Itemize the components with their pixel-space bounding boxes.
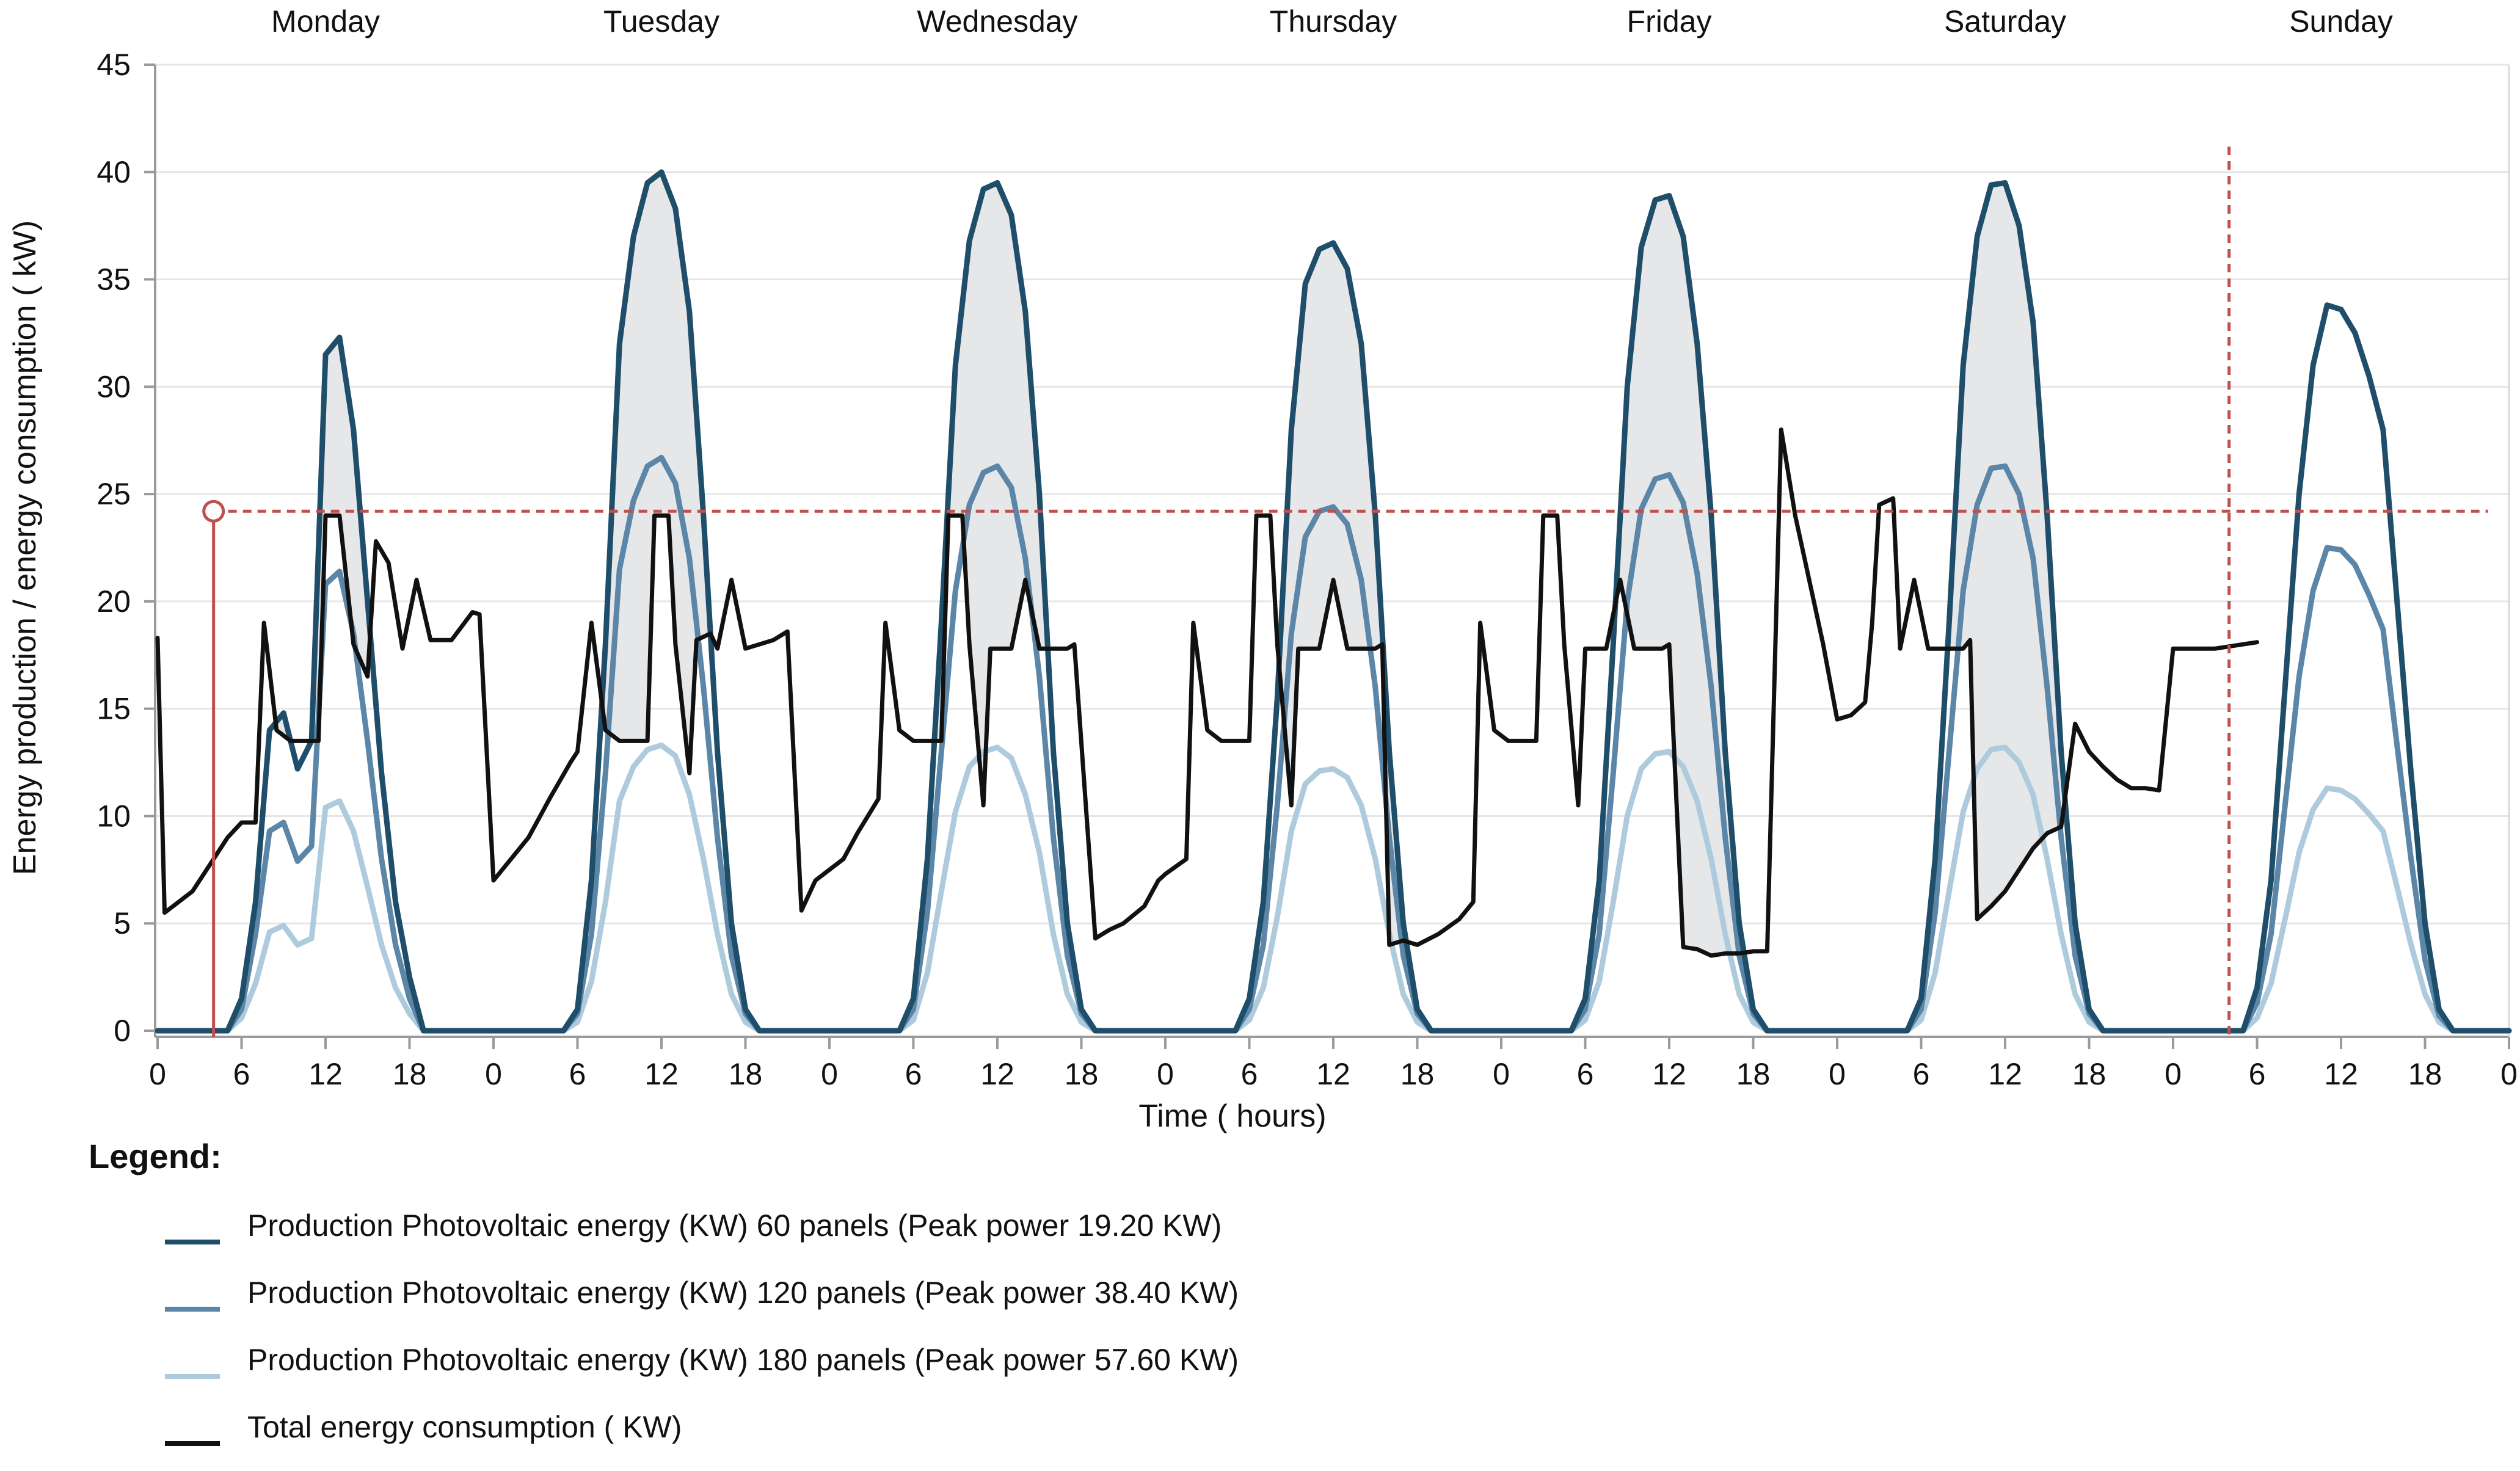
surplus-area: [1615, 195, 1744, 956]
y-tick-label-25: 25: [97, 477, 131, 511]
x-tick-label: 18: [1736, 1057, 1771, 1091]
series-line-2: [155, 742, 2512, 1034]
day-label-monday: Monday: [271, 4, 380, 38]
series-line-3: [155, 427, 2259, 958]
x-tick-label: 18: [2408, 1057, 2442, 1091]
x-tick-label: 0: [2165, 1057, 2182, 1091]
legend-label-2: Production Photovoltaic energy (KW) 180 …: [247, 1343, 1239, 1377]
x-tick-label: 0: [1493, 1057, 1510, 1091]
legend-label-1: Production Photovoltaic energy (KW) 120 …: [247, 1276, 1239, 1310]
reference-lines: [202, 147, 2488, 1037]
x-tick-label: 18: [393, 1057, 427, 1091]
y-tick-label-20: 20: [97, 584, 131, 619]
reference-marker: [202, 499, 225, 523]
x-tick-label: 6: [2249, 1057, 2266, 1091]
legend-label-3: Total energy consumption ( KW): [247, 1410, 682, 1444]
series-lines: [155, 169, 2512, 1034]
legend: Legend: Production Photovoltaic energy (…: [89, 1137, 1239, 1446]
x-tick-label: 12: [1652, 1057, 1686, 1091]
day-label-friday: Friday: [1627, 4, 1712, 38]
x-tick-label: 0: [485, 1057, 502, 1091]
y-tick-label-10: 10: [97, 799, 131, 833]
x-tick-label: 6: [905, 1057, 922, 1091]
day-label-wednesday: Wednesday: [917, 4, 1077, 38]
x-tick-label: 18: [1065, 1057, 1099, 1091]
x-tick-label: 0: [1829, 1057, 1846, 1091]
x-tick-label: 0: [821, 1057, 838, 1091]
x-tick-label: 18: [2072, 1057, 2107, 1091]
day-label-tuesday: Tuesday: [603, 4, 719, 38]
surplus-shading: [276, 172, 2064, 956]
y-tick-label-40: 40: [97, 155, 131, 189]
surplus-area: [1280, 242, 1407, 945]
y-tick-label-5: 5: [114, 906, 131, 940]
legend-items: Production Photovoltaic energy (KW) 60 p…: [165, 1208, 1239, 1446]
y-tick-label-30: 30: [97, 369, 131, 404]
legend-label-0: Production Photovoltaic energy (KW) 60 p…: [247, 1208, 1222, 1243]
x-tick-label: 6: [233, 1057, 250, 1091]
x-tick-label: 6: [1241, 1057, 1258, 1091]
y-axis-title: Energy production / energy consumption (…: [7, 220, 43, 875]
day-label-saturday: Saturday: [1944, 4, 2066, 38]
y-tick-label-45: 45: [97, 48, 131, 82]
day-labels: Monday Tuesday Wednesday Thursday Friday Satu…: [271, 4, 2393, 38]
x-tick-label: 12: [308, 1057, 343, 1091]
x-tick-label: 12: [2324, 1057, 2358, 1091]
x-tick-label: 0: [1157, 1057, 1174, 1091]
y-tick-label-0: 0: [114, 1014, 131, 1048]
x-tick-label: 0: [2500, 1057, 2518, 1091]
series-line-0: [155, 169, 2512, 1034]
y-tick-label-15: 15: [97, 692, 131, 726]
x-axis-title: Time ( hours): [1138, 1099, 1326, 1134]
day-label-thursday: Thursday: [1270, 4, 1397, 38]
y-axis-ticks: 0 5 10 15 20 25 30 35 40 45: [97, 48, 155, 1048]
x-tick-label: 12: [980, 1057, 1014, 1091]
x-axis-ticks: 0 6 12 18 0 6 12 18 0 6 12 18 0 6 12 18 0 6 12 18 0 6 12 18 0 6 12…: [149, 1037, 2518, 1091]
surplus-area: [934, 183, 1047, 805]
x-tick-label: 18: [729, 1057, 763, 1091]
x-tick-label: 6: [569, 1057, 586, 1091]
surplus-area: [602, 172, 709, 774]
y-tick-label-35: 35: [97, 263, 131, 297]
x-tick-label: 18: [1400, 1057, 1435, 1091]
x-tick-label: 6: [1913, 1057, 1930, 1091]
x-tick-label: 12: [1988, 1057, 2022, 1091]
x-tick-label: 12: [644, 1057, 679, 1091]
x-tick-label: 12: [1316, 1057, 1350, 1091]
x-tick-label: 6: [1577, 1057, 1594, 1091]
legend-title: Legend:: [89, 1137, 222, 1175]
x-tick-label: 0: [149, 1057, 166, 1091]
day-label-sunday: Sunday: [2289, 4, 2393, 38]
